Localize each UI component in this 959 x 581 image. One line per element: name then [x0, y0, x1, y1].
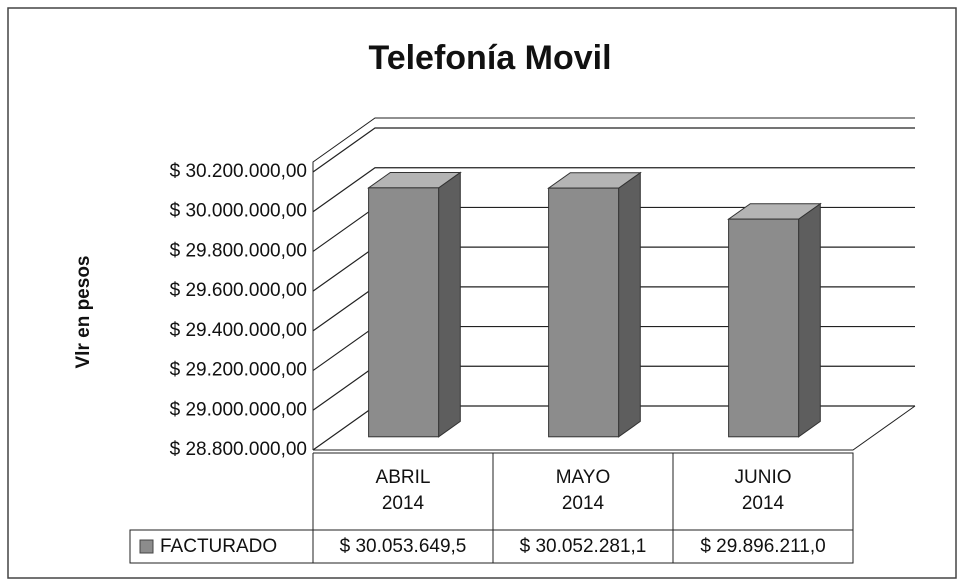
- x-tick-label: MAYO 2014: [555, 467, 611, 514]
- y-tick-label: $ 29.200.000,00: [170, 360, 307, 381]
- bar: [368, 187, 440, 438]
- y-tick-label: $ 29.800.000,00: [170, 240, 307, 261]
- y-tick-label: $ 28.800.000,00: [170, 439, 307, 460]
- grid-line: [312, 127, 915, 173]
- y-axis-label: Vlr en pesos: [73, 256, 94, 369]
- value-label: $ 30.053.649,5: [340, 536, 467, 557]
- frame: [7, 7, 957, 579]
- bar-side: [618, 171, 641, 438]
- y-tick-label: $ 29.000.000,00: [170, 399, 307, 420]
- wall-edge: [312, 117, 915, 450]
- y-tick-label: $ 30.200.000,00: [170, 161, 307, 182]
- bar: [548, 187, 620, 438]
- x-tick-label: JUNIO 2014: [734, 467, 792, 514]
- y-tick-label: $ 29.600.000,00: [170, 280, 307, 301]
- grid-line: [312, 167, 915, 213]
- y-tick-label: $ 29.400.000,00: [170, 320, 307, 341]
- bar: [728, 218, 800, 438]
- value-label: $ 29.896.211,0: [700, 536, 825, 557]
- floor-edge: [313, 405, 916, 451]
- legend-swatch: [139, 539, 154, 554]
- value-label: $ 30.052.281,1: [520, 536, 647, 557]
- table-border: [129, 452, 854, 564]
- bar-side: [438, 171, 461, 438]
- chart-title: Telefonía Movil: [368, 39, 611, 77]
- bar-side: [798, 202, 821, 438]
- legend-label: FACTURADO: [160, 536, 277, 557]
- x-tick-label: ABRIL 2014: [375, 467, 431, 514]
- y-tick-label: $ 30.000.000,00: [170, 201, 307, 222]
